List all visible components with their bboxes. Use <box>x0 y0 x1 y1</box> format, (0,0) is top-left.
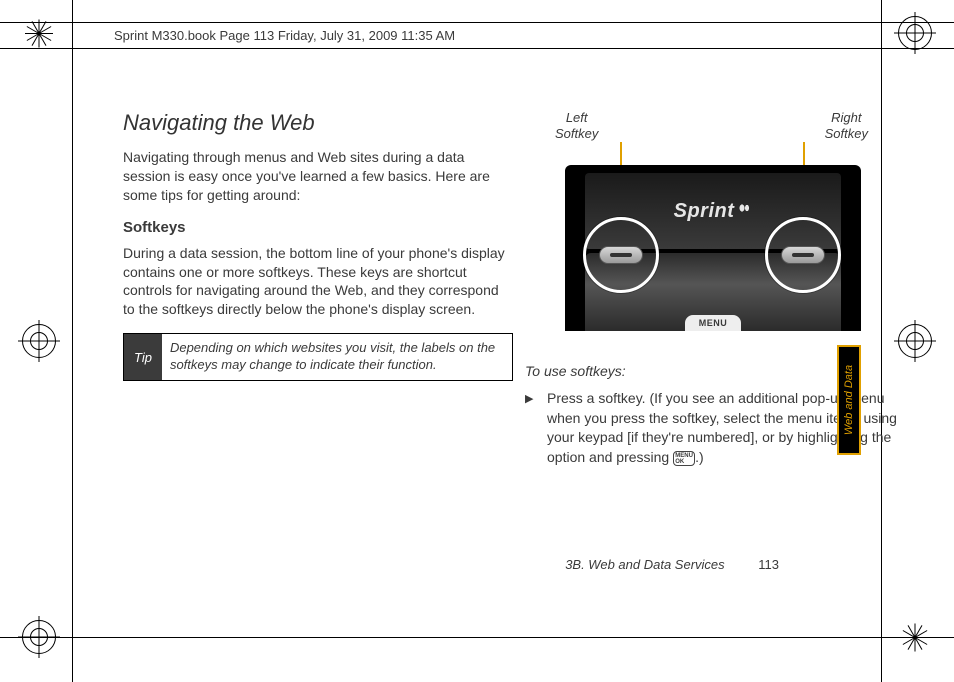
sprint-logo: Sprint <box>674 199 753 223</box>
crop-mark-icon <box>22 16 56 50</box>
running-header: Sprint M330.book Page 113 Friday, July 3… <box>114 28 455 43</box>
tip-box: Tip Depending on which websites you visi… <box>123 333 513 381</box>
frame-bottom-line <box>0 637 954 638</box>
diagram-label-left-1: Left <box>566 110 588 125</box>
crop-mark-icon <box>898 16 932 50</box>
crop-mark-icon <box>22 620 56 654</box>
frame-top-line <box>0 22 954 23</box>
diagram-label-left-2: Softkey <box>555 126 598 141</box>
diagram-label-right-2: Softkey <box>825 126 868 141</box>
diagram-label-left: Left Softkey <box>555 110 598 141</box>
softkey-left-icon <box>599 246 643 264</box>
softkey-right-icon <box>781 246 825 264</box>
footer-page-number: 113 <box>758 557 779 572</box>
thumb-tab-label: Web and Data <box>843 365 855 435</box>
tip-text: Depending on which websites you visit, t… <box>162 334 512 380</box>
tip-label: Tip <box>124 334 162 380</box>
diagram-label-right: Right Softkey <box>825 110 868 141</box>
softkey-highlight-left <box>583 217 659 293</box>
crop-mark-icon <box>22 324 56 358</box>
crop-mark-icon <box>898 620 932 654</box>
page-footer: 3B. Web and Data Services 113 <box>565 557 779 572</box>
softkeys-paragraph: During a data session, the bottom line o… <box>123 244 513 320</box>
softkey-highlight-right <box>765 217 841 293</box>
section-title: Navigating the Web <box>123 110 513 136</box>
frame-top-line-2 <box>0 48 954 49</box>
phone-diagram: Left Softkey Right Softkey Sprint MENU <box>525 110 885 355</box>
intro-paragraph: Navigating through menus and Web sites d… <box>123 148 513 205</box>
page-body: Navigating the Web Navigating through me… <box>75 80 879 602</box>
menu-ok-key-icon: MENUOK <box>673 451 695 466</box>
diagram-label-right-1: Right <box>831 110 861 125</box>
footer-chapter: 3B. Web and Data Services <box>565 557 724 572</box>
subheading-softkeys: Softkeys <box>123 219 513 236</box>
left-column: Navigating the Web Navigating through me… <box>123 110 513 381</box>
menu-key-icon: MENU <box>685 315 741 331</box>
thumb-tab: Web and Data <box>837 345 861 455</box>
step-text-post: .) <box>695 449 704 465</box>
frame-left-line <box>72 0 73 682</box>
step-bullet-icon: ▶ <box>525 389 547 467</box>
